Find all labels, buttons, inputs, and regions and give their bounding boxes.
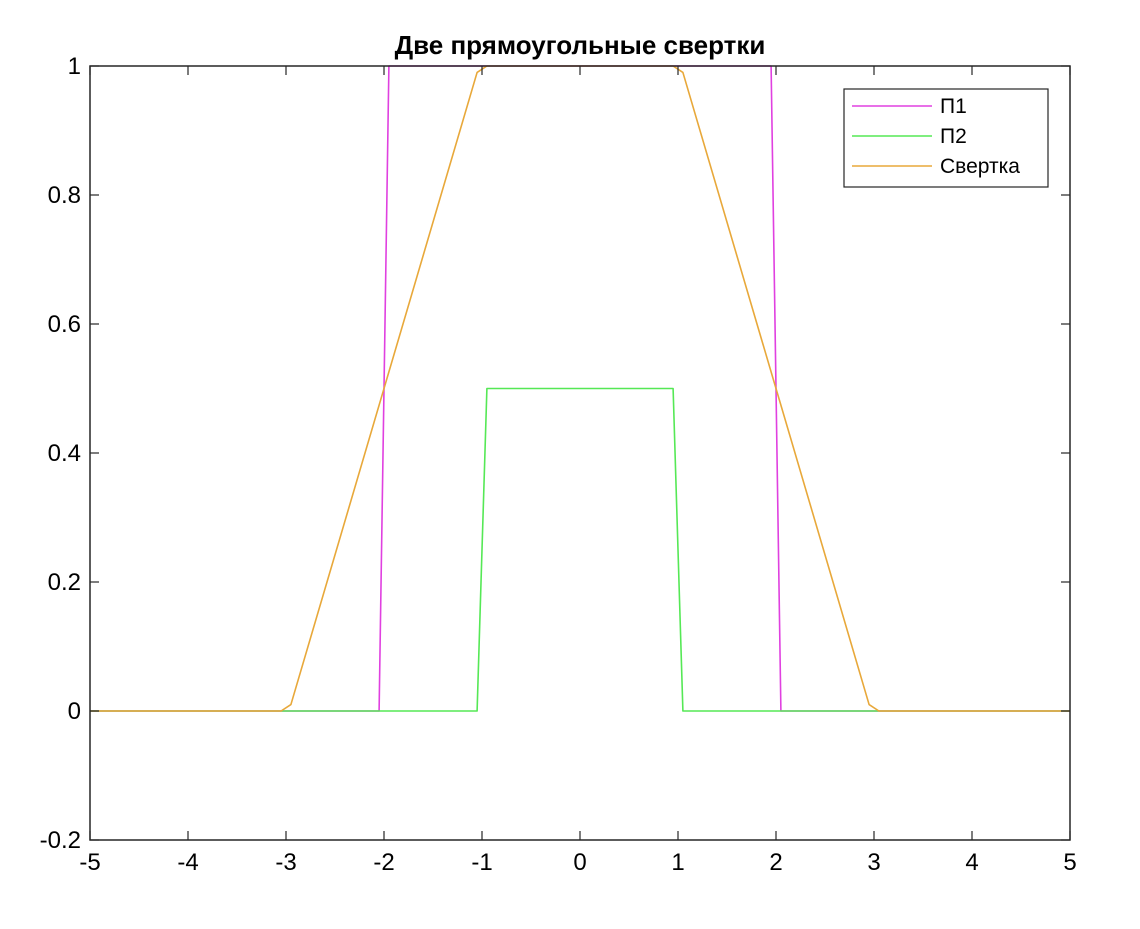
y-tick-label: 0.8	[48, 182, 81, 209]
y-tick-label: 0	[68, 698, 81, 725]
legend-label: Свертка	[940, 155, 1020, 178]
legend-box	[843, 88, 1049, 188]
chart-title: Две прямоугольные свертки	[395, 30, 766, 60]
x-tick-label: -5	[79, 849, 100, 876]
y-tick-label: 0.6	[48, 311, 81, 338]
y-tick-label: 1	[68, 53, 81, 80]
x-tick-label: -3	[275, 849, 296, 876]
y-tick-label: 0.4	[48, 440, 81, 467]
legend-label: П1	[940, 95, 967, 118]
x-tick-label: 1	[671, 849, 684, 876]
x-tick-label: 3	[867, 849, 880, 876]
x-tick-label: 4	[965, 849, 978, 876]
y-tick-label: -0.2	[40, 827, 81, 854]
legend-label: П2	[940, 125, 967, 148]
legend: П1 П2 Свертка	[843, 88, 1049, 188]
tick-layer: -5 -4 -3 -2 -1 0 1 2 3 4 5 -0.2 0 0.2 0.4 0.6 0.8 1	[40, 53, 1077, 876]
x-tick-label: -1	[471, 849, 492, 876]
y-tick-label: 0.2	[48, 569, 81, 596]
series-line-2	[90, 387, 1070, 712]
x-tick-label: 0	[573, 849, 586, 876]
x-tick-label: 5	[1063, 849, 1076, 876]
x-tick-label: 2	[769, 849, 782, 876]
x-tick-label: -4	[177, 849, 198, 876]
x-tick-label: -2	[373, 849, 394, 876]
